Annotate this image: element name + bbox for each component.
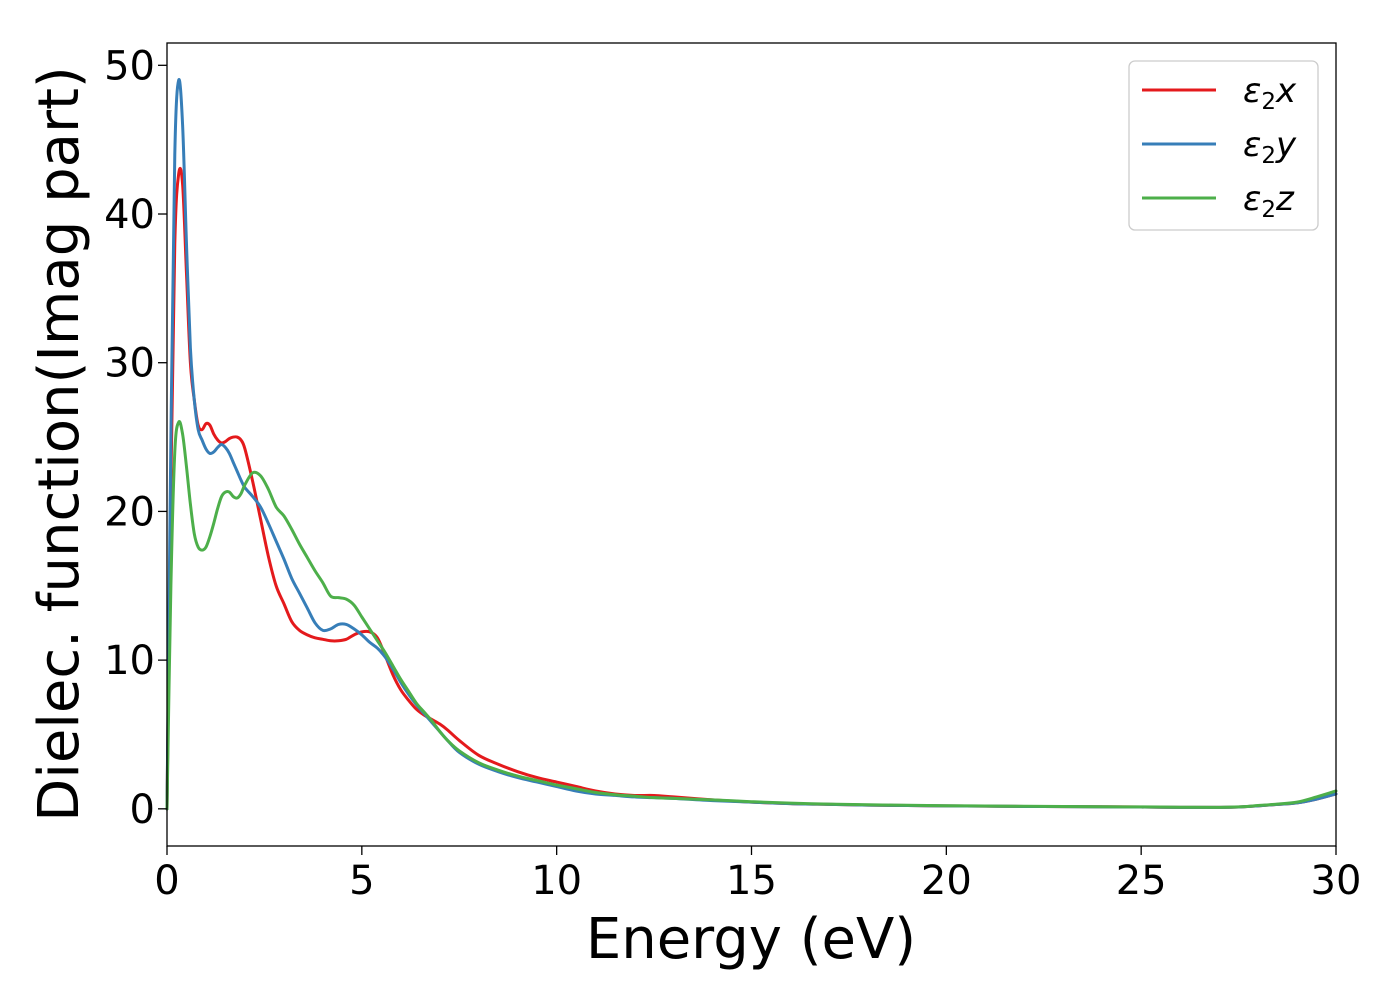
x-tick-label: 25: [1116, 858, 1167, 904]
x-tick-label: 5: [349, 858, 374, 904]
y-axis-label: Dielec. function(Imag part): [27, 66, 92, 822]
legend-label-2: ε2y: [1243, 125, 1297, 169]
legend-label-3: ε2z: [1243, 179, 1295, 223]
y-tick-label: 10: [104, 638, 155, 684]
x-tick-label: 0: [154, 858, 179, 904]
y-axis-ticks: 0 10 20 30 40 50: [104, 43, 167, 833]
series-line-3: [165, 420, 1338, 811]
x-axis-ticks: 0 5 10 15 20 25 30: [154, 846, 1361, 904]
legend: ε2x ε2y ε2z: [1128, 60, 1319, 231]
y-tick-label: 20: [104, 489, 155, 535]
y-tick-label: 50: [104, 43, 155, 89]
series-layer: [165, 78, 1338, 811]
y-tick-label: 30: [104, 341, 155, 387]
legend-entries: ε2x ε2y ε2z: [1142, 71, 1297, 223]
x-tick-label: 20: [921, 858, 972, 904]
legend-label-1: ε2x: [1243, 71, 1297, 115]
x-tick-label: 30: [1311, 858, 1362, 904]
x-tick-label: 10: [531, 858, 582, 904]
y-tick-label: 0: [130, 787, 155, 833]
x-tick-label: 15: [726, 858, 777, 904]
legend-frame: [1128, 60, 1319, 231]
y-tick-label: 40: [104, 192, 155, 238]
x-axis-label: Energy (eV): [586, 907, 916, 972]
